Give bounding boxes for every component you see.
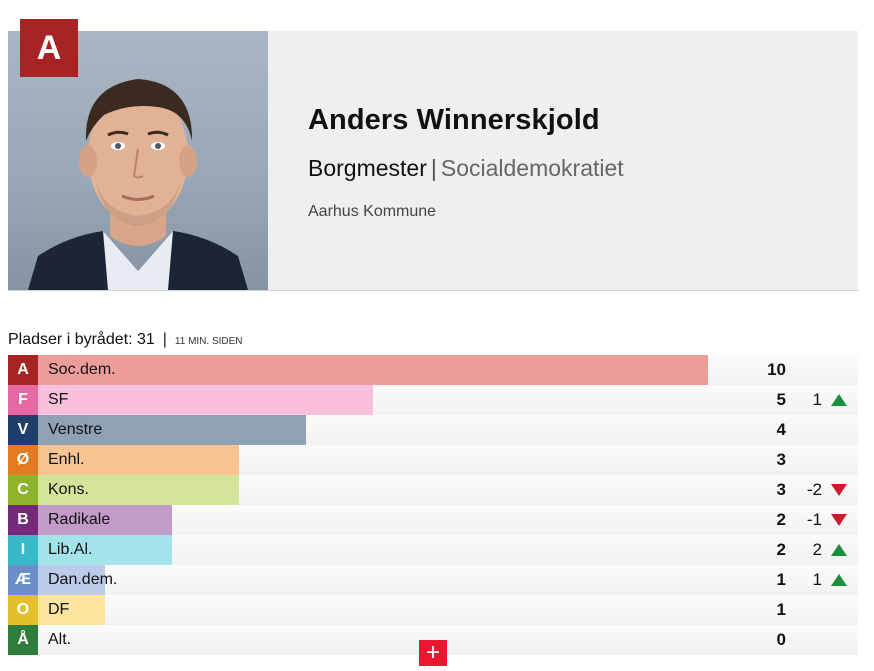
- updated-time: 11 MIN. SIDEN: [174, 336, 243, 347]
- party-name: Venstre: [48, 421, 103, 438]
- party-name: Enhl.: [48, 451, 85, 468]
- seat-bar: [38, 595, 105, 625]
- party-row: C Kons. 3 -2: [8, 475, 858, 505]
- seat-change: -2: [806, 480, 822, 499]
- party-letter: Æ: [8, 565, 38, 595]
- seat-change: 1: [812, 570, 822, 589]
- seat-bar: [38, 385, 373, 415]
- seat-count: 1: [776, 600, 786, 619]
- party-name: Dan.dem.: [48, 571, 118, 588]
- role-separator: |: [430, 155, 437, 181]
- seat-change: -1: [806, 510, 822, 529]
- candidate-photo: [8, 31, 268, 290]
- party-name: Soc.dem.: [48, 361, 116, 378]
- party-letter: F: [8, 385, 38, 415]
- seats-label: Pladser i byrådet: 31: [8, 331, 155, 348]
- party-name: Lib.Al.: [48, 541, 93, 558]
- party-row: Æ Dan.dem. 1 1: [8, 565, 858, 595]
- party-row: B Radikale 2 -1: [8, 505, 858, 535]
- seat-count: 2: [776, 540, 786, 559]
- seat-change: 1: [812, 390, 822, 409]
- party-letter: B: [8, 505, 38, 535]
- expand-button[interactable]: +: [419, 640, 447, 666]
- seat-bar: [38, 355, 708, 385]
- seat-count: 3: [776, 450, 786, 469]
- arrow-down-icon: [831, 484, 847, 496]
- candidate-party: Socialdemokratiet: [440, 155, 624, 181]
- party-letter: O: [8, 595, 38, 625]
- party-letter: Ø: [8, 445, 38, 475]
- candidate-card: A Anders Winnerskjold Borgmester | Sociald…: [8, 19, 858, 291]
- seat-count: 5: [776, 390, 786, 409]
- seat-count: 0: [776, 630, 786, 649]
- party-badge: A: [20, 19, 78, 77]
- seat-bar: [38, 535, 172, 565]
- seat-count: 1: [776, 570, 786, 589]
- candidate-municipality: Aarhus Kommune: [308, 203, 437, 220]
- seat-count: 2: [776, 510, 786, 529]
- party-letter: Å: [8, 625, 38, 655]
- candidate-name: Anders Winnerskjold: [308, 104, 600, 136]
- role-line: Borgmester | Socialdemokratiet: [308, 155, 624, 182]
- party-letter: V: [8, 415, 38, 445]
- party-letter: I: [8, 535, 38, 565]
- party-row: V Venstre 4: [8, 415, 858, 445]
- seat-bar: [38, 505, 172, 535]
- arrow-up-icon: [831, 394, 847, 406]
- arrow-up-icon: [831, 544, 847, 556]
- seat-count: 3: [776, 480, 786, 499]
- seat-count: 4: [776, 420, 786, 439]
- party-row: I Lib.Al. 2 2: [8, 535, 858, 565]
- party-letter: A: [8, 355, 38, 385]
- seat-change: 2: [812, 540, 822, 559]
- party-row: F SF 5 1: [8, 385, 858, 415]
- seats-divider: |: [162, 331, 167, 348]
- arrow-down-icon: [831, 514, 847, 526]
- arrow-up-icon: [831, 574, 847, 586]
- seat-bar: [38, 475, 239, 505]
- party-name: Alt.: [48, 631, 72, 648]
- party-row: Ø Enhl. 3: [8, 445, 858, 475]
- seat-bar: [38, 565, 105, 595]
- party-seat-list: A Soc.dem. 10 F SF 5 1 V Venstre 4 Ø Enhl. 3 C Kons. 3-…: [8, 355, 858, 655]
- candidate-role: Borgmester: [308, 155, 427, 181]
- seat-bar: [38, 445, 239, 475]
- party-letter: C: [8, 475, 38, 505]
- party-name: SF: [48, 391, 69, 408]
- seats-header: Pladser i byrådet: 31 | 11 MIN. SIDEN: [8, 331, 243, 349]
- seat-count: 10: [767, 360, 786, 379]
- party-name: Radikale: [48, 511, 111, 528]
- party-name: DF: [48, 601, 70, 618]
- seat-bar: [38, 415, 306, 445]
- party-row: A Soc.dem. 10: [8, 355, 858, 385]
- party-name: Kons.: [48, 481, 89, 498]
- party-row: O DF 1: [8, 595, 858, 625]
